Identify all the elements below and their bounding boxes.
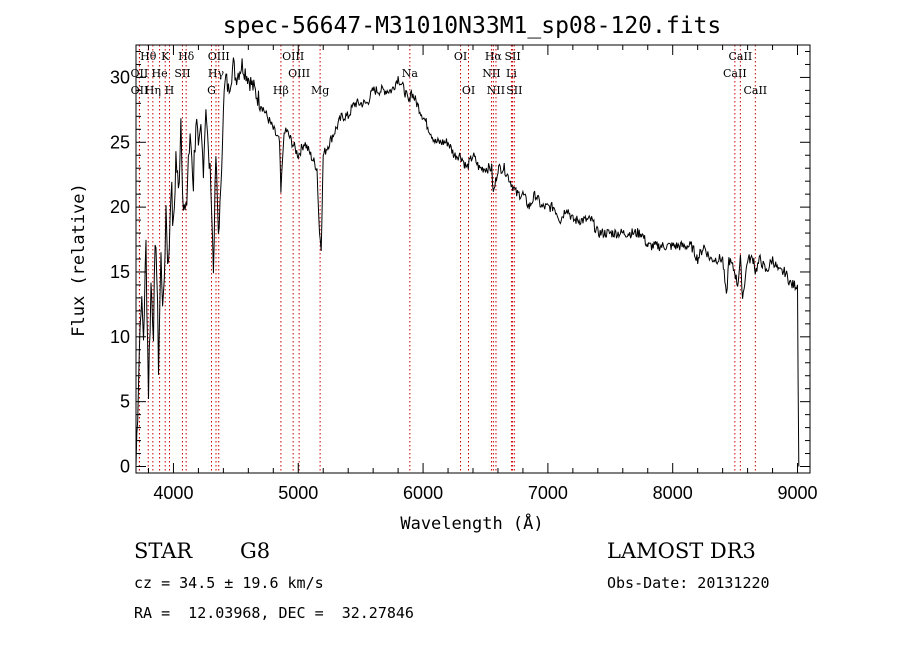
line-label: CaII bbox=[743, 84, 767, 97]
line-label: OIII bbox=[282, 50, 304, 63]
x-axis-ticks: 4000 5000 6000 7000 8000 9000 bbox=[147, 45, 818, 503]
object-class: STAR bbox=[134, 539, 193, 563]
spectral-line-markers bbox=[138, 45, 756, 473]
line-label: SII bbox=[504, 50, 520, 63]
x-tick-label: 6000 bbox=[403, 483, 443, 503]
chart-title: spec-56647-M31010N33M1_sp08-120.fits bbox=[223, 13, 722, 39]
line-label: OIII bbox=[208, 50, 230, 63]
y-tick-label: 20 bbox=[110, 197, 130, 217]
y-axis-ticks: 0 5 10 15 20 25 30 bbox=[110, 50, 810, 477]
y-tick-label: 10 bbox=[110, 327, 130, 347]
line-label: OI bbox=[462, 84, 475, 97]
line-label: CaII bbox=[723, 67, 747, 80]
object-subclass: G8 bbox=[240, 539, 271, 563]
line-label: He bbox=[152, 67, 168, 80]
x-tick-label: 7000 bbox=[528, 483, 568, 503]
flux-series-line bbox=[135, 57, 800, 467]
y-axis-label: Flux (relative) bbox=[69, 183, 89, 337]
line-label: K bbox=[161, 50, 170, 63]
line-label: OI bbox=[454, 50, 467, 63]
line-label: G bbox=[207, 84, 216, 97]
line-label: SII bbox=[174, 67, 190, 80]
line-label: Hθ bbox=[140, 50, 157, 63]
x-tick-label: 5000 bbox=[278, 483, 318, 503]
x-tick-label: 8000 bbox=[653, 483, 693, 503]
line-label: SII bbox=[506, 84, 522, 97]
line-label: H bbox=[165, 84, 175, 97]
y-tick-label: 0 bbox=[120, 457, 130, 477]
line-label: OIII bbox=[288, 67, 310, 80]
line-label: Hγ bbox=[208, 67, 225, 80]
line-label: Hβ bbox=[273, 84, 289, 97]
line-label: Hα bbox=[485, 50, 503, 63]
line-label: NII bbox=[482, 67, 500, 80]
line-label: CaII bbox=[729, 50, 753, 63]
y-tick-label: 15 bbox=[110, 262, 130, 282]
observation-date: Obs-Date: 20131220 bbox=[607, 574, 770, 592]
line-label: OII bbox=[131, 67, 149, 80]
y-tick-label: 5 bbox=[120, 392, 130, 412]
y-tick-label: 25 bbox=[110, 132, 130, 152]
redshift-velocity: cz = 34.5 ± 19.6 km/s bbox=[134, 574, 324, 592]
line-label: Li bbox=[506, 67, 517, 80]
line-label: Hη bbox=[145, 84, 161, 97]
line-label: Hδ bbox=[178, 50, 195, 63]
coordinates: RA = 12.03968, DEC = 32.27846 bbox=[134, 604, 414, 622]
survey-name: LAMOST DR3 bbox=[607, 539, 756, 563]
x-tick-label: 9000 bbox=[777, 483, 817, 503]
x-axis-label: Wavelength (Å) bbox=[400, 512, 543, 534]
line-label: NII bbox=[487, 84, 505, 97]
y-tick-label: 30 bbox=[110, 67, 130, 87]
line-label: Na bbox=[402, 67, 419, 80]
line-label: Mg bbox=[311, 84, 329, 97]
x-tick-label: 4000 bbox=[153, 483, 193, 503]
